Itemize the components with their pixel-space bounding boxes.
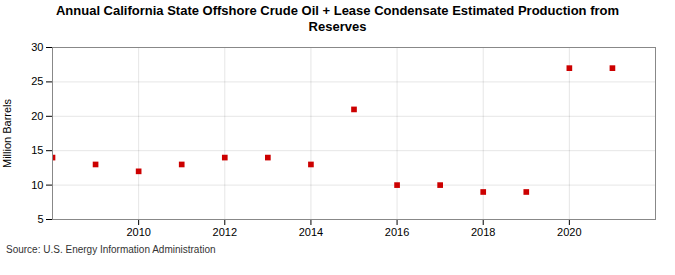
svg-text:2010: 2010 [126,226,150,238]
svg-text:20: 20 [31,110,43,122]
svg-text:15: 15 [31,144,43,156]
svg-text:25: 25 [31,75,43,87]
svg-text:2020: 2020 [557,226,581,238]
svg-text:2016: 2016 [385,226,409,238]
svg-text:2018: 2018 [471,226,495,238]
svg-text:10: 10 [31,179,43,191]
svg-text:2012: 2012 [213,226,237,238]
svg-text:5: 5 [37,213,43,225]
html-text:Annual California State Offsho: Annual California State Offshore Crude O… [56,3,619,34]
svg-text:2014: 2014 [299,226,323,238]
svg-text:Million Barrels: Million Barrels [1,98,13,168]
svg-text:30: 30 [31,41,43,53]
html-text:Source: U.S. Energy Informatio: Source: U.S. Energy Information Administ… [6,244,216,255]
